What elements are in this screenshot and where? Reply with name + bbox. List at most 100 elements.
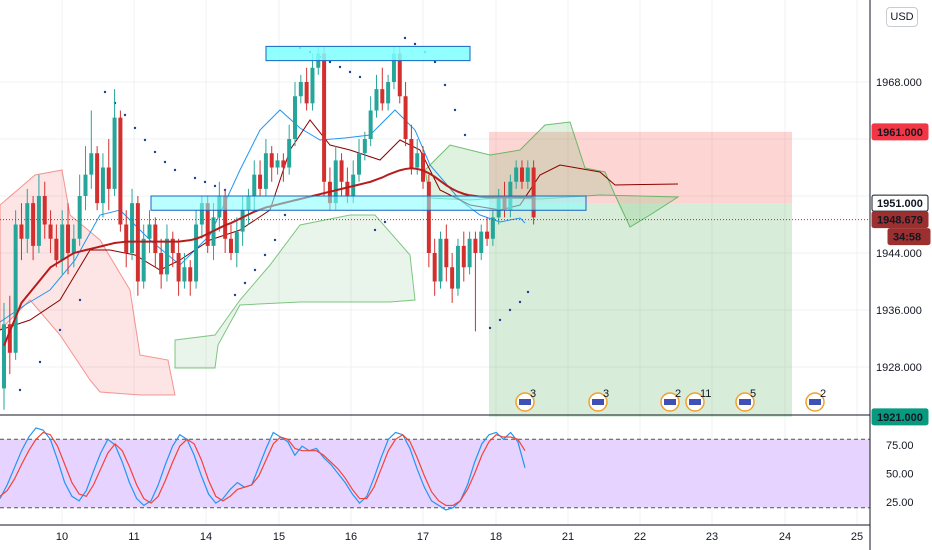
candle-body bbox=[490, 217, 495, 239]
psar-dot bbox=[348, 70, 352, 74]
candle-body bbox=[450, 267, 455, 289]
resistance-zone[interactable] bbox=[265, 45, 471, 62]
cloud-bullish bbox=[174, 214, 416, 369]
event-icon[interactable]: 3 bbox=[588, 388, 609, 412]
flag-stripes bbox=[689, 399, 701, 405]
candle-body bbox=[7, 324, 12, 353]
candle-body bbox=[147, 224, 152, 239]
candle-body bbox=[240, 210, 245, 232]
candle-body bbox=[25, 203, 30, 239]
psar-dot bbox=[193, 176, 197, 180]
time-tick-label: 14 bbox=[200, 531, 212, 543]
candle-body bbox=[339, 160, 344, 182]
candle-body bbox=[357, 153, 362, 175]
currency-selector[interactable]: USD bbox=[886, 7, 918, 27]
event-icon[interactable]: 5 bbox=[735, 388, 756, 412]
candle-body bbox=[176, 253, 181, 282]
stoch-band bbox=[0, 439, 870, 508]
candle-body bbox=[194, 224, 199, 282]
candle-body bbox=[170, 238, 175, 253]
candle-body bbox=[310, 67, 315, 104]
stochastic-panel bbox=[0, 427, 870, 511]
flag-stripes bbox=[739, 399, 751, 405]
candle-body bbox=[409, 139, 414, 168]
price-tag-bg bbox=[871, 123, 929, 141]
price-tag-label: 1921.000 bbox=[877, 412, 923, 424]
candle-body bbox=[106, 167, 111, 189]
osc-tick-label: 50.00 bbox=[886, 469, 914, 481]
candle-body bbox=[13, 224, 18, 353]
price-tag-bg bbox=[871, 408, 929, 426]
psar-dot bbox=[433, 60, 437, 64]
candle-body bbox=[386, 82, 391, 104]
price-tag[interactable]: 34:58 bbox=[887, 228, 931, 246]
psar-dot bbox=[526, 290, 530, 294]
price-tag[interactable]: 1948.679 bbox=[871, 211, 929, 229]
candle-body bbox=[444, 238, 449, 268]
candle-body bbox=[287, 139, 292, 168]
time-axis[interactable]: 10 11 14 15 16 17 18 21 22 23 24 25 bbox=[0, 524, 870, 543]
psar-dot bbox=[143, 138, 147, 142]
time-tick-label: 25 bbox=[851, 531, 863, 543]
event-icon[interactable]: 2 bbox=[805, 388, 826, 412]
candle-body bbox=[31, 203, 36, 246]
psar-dot bbox=[163, 160, 167, 164]
price-tag-bg bbox=[871, 194, 929, 212]
psar-dot bbox=[328, 60, 332, 64]
candle-body bbox=[374, 89, 379, 111]
price-tag[interactable]: 1951.000 bbox=[871, 194, 929, 212]
price-tag[interactable]: 1961.000 bbox=[871, 123, 929, 141]
position-stop-zone[interactable] bbox=[489, 131, 792, 204]
candle-body bbox=[426, 181, 431, 253]
time-tick-label: 15 bbox=[273, 531, 285, 543]
candle-body bbox=[421, 153, 426, 182]
price-tick-label: 1936.000 bbox=[876, 305, 922, 317]
candle-body bbox=[455, 245, 460, 289]
psar-dot bbox=[498, 318, 502, 322]
event-icon[interactable]: 11 bbox=[685, 388, 711, 412]
time-tick-label: 24 bbox=[779, 531, 791, 543]
candle-body bbox=[281, 160, 286, 168]
position-target-zone[interactable] bbox=[489, 203, 792, 417]
candle-body bbox=[153, 224, 158, 253]
candle-body bbox=[368, 110, 373, 139]
time-tick-label: 22 bbox=[634, 531, 646, 543]
flag-stripes bbox=[664, 399, 676, 405]
psar-dot bbox=[373, 228, 377, 232]
candle-body bbox=[112, 117, 117, 189]
flag-stripes bbox=[592, 399, 604, 405]
price-axis[interactable]: 1968.000 1944.000 1936.000 1928.000 75.00 50.… bbox=[869, 0, 931, 550]
candle-body bbox=[304, 82, 309, 104]
candle-body bbox=[362, 139, 367, 154]
candle-body bbox=[269, 153, 274, 168]
event-count: 3 bbox=[603, 388, 609, 400]
psar-dot bbox=[383, 220, 387, 224]
candle-body bbox=[66, 224, 71, 253]
candle-body bbox=[48, 224, 53, 239]
psar-dot bbox=[443, 83, 447, 87]
price-tag-label: 1948.679 bbox=[877, 215, 923, 227]
candle-body bbox=[77, 196, 82, 239]
price-tag-label: 1961.000 bbox=[877, 127, 923, 139]
flag-stripes bbox=[519, 399, 531, 405]
psar-dot bbox=[133, 126, 137, 130]
candle-body bbox=[19, 224, 24, 239]
support-zone[interactable] bbox=[150, 195, 587, 211]
candle-body bbox=[258, 174, 263, 189]
event-icon[interactable]: 2 bbox=[660, 388, 681, 412]
candle-body bbox=[234, 231, 239, 253]
candle-body bbox=[130, 203, 135, 253]
candle-body bbox=[345, 181, 350, 196]
candle-body bbox=[275, 160, 280, 168]
price-tag-bg bbox=[871, 211, 929, 229]
time-tick-label: 21 bbox=[562, 531, 574, 543]
event-icon[interactable]: 3 bbox=[515, 388, 536, 412]
price-tag[interactable]: 1921.000 bbox=[871, 408, 929, 426]
candle-body bbox=[485, 231, 490, 239]
psar-dot bbox=[263, 253, 267, 257]
candle-body bbox=[54, 238, 59, 261]
psar-dot bbox=[253, 268, 257, 272]
economic-events[interactable]: 3 3 2 11 5 2 bbox=[515, 388, 826, 412]
drawn-zones[interactable] bbox=[150, 45, 587, 211]
